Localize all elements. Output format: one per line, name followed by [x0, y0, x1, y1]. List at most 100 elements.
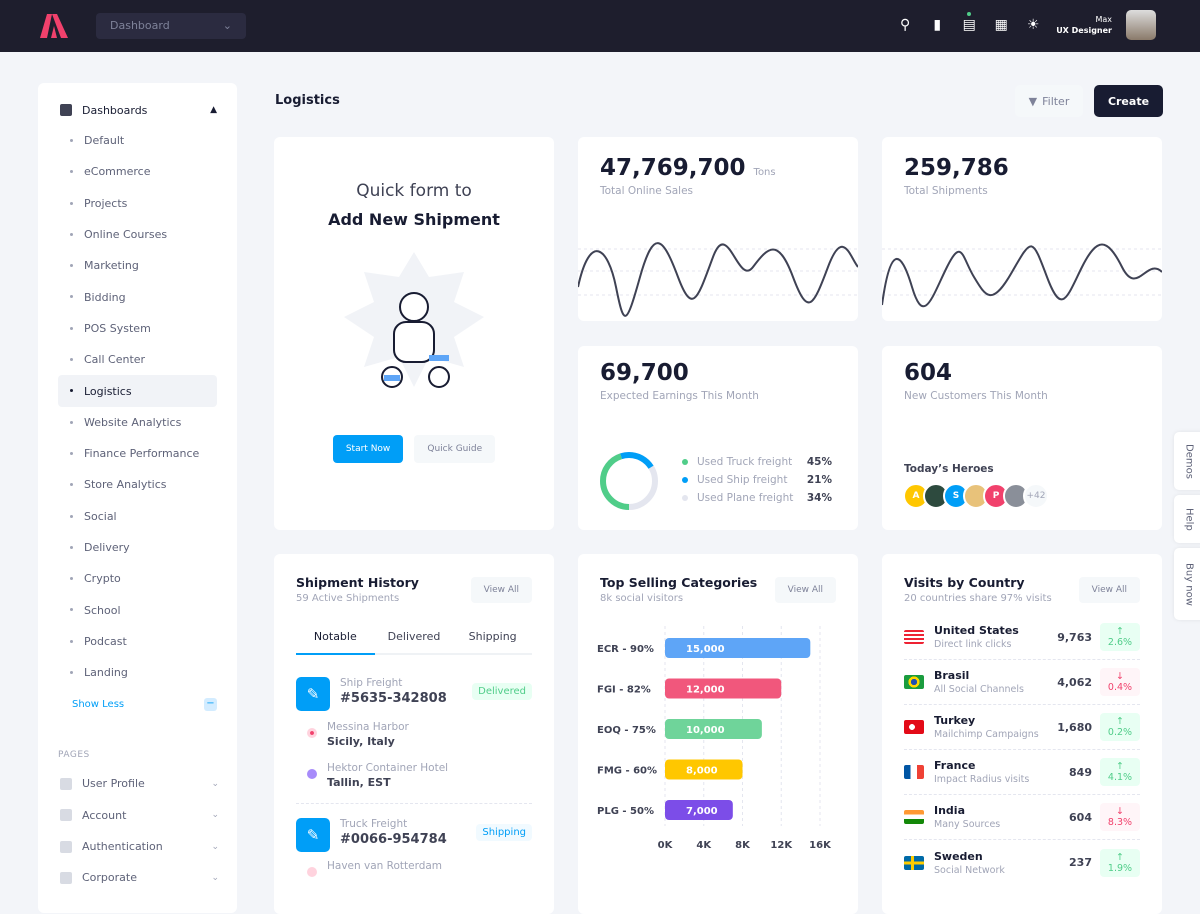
page-icon	[60, 777, 72, 790]
flag-icon	[904, 720, 924, 734]
sidebar-item-finance-performance[interactable]: Finance Performance	[58, 438, 217, 469]
sidebar-item-online-courses[interactable]: Online Courses	[58, 219, 217, 250]
tab-delivered[interactable]: Delivered	[387, 630, 441, 643]
visits-by-country-card: Visits by Country 20 countries share 97% …	[882, 554, 1162, 914]
quick-guide-button[interactable]: Quick Guide	[414, 435, 496, 463]
chevron-down-icon: ⌄	[222, 19, 232, 32]
sidebar-item-logistics[interactable]: Logistics	[58, 375, 217, 407]
country-visits: 4,062	[1057, 675, 1092, 689]
country-row[interactable]: India Many Sources 604 ↓ 8.3%	[904, 795, 1140, 840]
more-heroes[interactable]: +42	[1023, 483, 1049, 509]
legend-label: Used Truck freight	[697, 456, 793, 468]
sidebar-item-website-analytics[interactable]: Website Analytics	[58, 407, 217, 438]
bar[interactable]	[665, 759, 743, 780]
country-name: United States	[934, 624, 1019, 637]
bar-value-label: 10,000	[686, 725, 725, 736]
earnings-card: 69,700 Expected Earnings This Month Used…	[578, 346, 858, 530]
country-visits: 849	[1069, 765, 1092, 779]
tab-notable[interactable]: Notable	[296, 630, 375, 655]
layout-grid-icon[interactable]: ▦	[994, 17, 1008, 33]
demos-tab[interactable]: Demos	[1174, 432, 1200, 490]
visits-title: Visits by Country	[904, 575, 1025, 590]
country-row[interactable]: France Impact Radius visits 849 ↑ 4.1%	[904, 750, 1140, 795]
bar-chart-icon[interactable]: ▮	[933, 17, 942, 33]
shipment-item[interactable]: ✎ Ship Freight #5635-342808 Delivered	[296, 677, 532, 711]
sidebar-item-school[interactable]: School	[58, 594, 217, 625]
country-row[interactable]: United States Direct link clicks 9,763 ↑ 2.…	[904, 615, 1140, 660]
legend-percent: 45%	[806, 456, 832, 468]
x-tick-label: 12K	[770, 840, 793, 851]
donut-truck	[600, 452, 658, 510]
country-name: Brasil	[934, 669, 970, 682]
sidebar-page-corporate[interactable]: Corporate ⌄	[60, 862, 219, 893]
country-source: Impact Radius visits	[934, 774, 1030, 785]
country-row[interactable]: Turkey Mailchimp Campaigns 1,680 ↑ 0.2%	[904, 705, 1140, 750]
visits-view-all-button[interactable]: View All	[1078, 577, 1140, 603]
origin-pin-icon	[307, 728, 317, 738]
shipment-item[interactable]: ✎ Truck Freight #0066-954784 Shipping	[296, 818, 532, 852]
help-tab[interactable]: Help	[1174, 495, 1200, 543]
sidebar-page-user-profile[interactable]: User Profile ⌄	[60, 768, 219, 799]
sidebar-item-default[interactable]: Default	[58, 125, 217, 156]
page-icon	[60, 871, 72, 884]
show-less-link[interactable]: Show Less −	[72, 694, 217, 714]
sidebar-item-ecommerce[interactable]: eCommerce	[58, 156, 217, 187]
sidebar-item-landing[interactable]: Landing	[58, 657, 217, 688]
user-info[interactable]: Max UX Designer	[1056, 14, 1112, 36]
legend-dot	[682, 477, 688, 483]
shipment-history-subtitle: 59 Active Shipments	[296, 593, 400, 604]
sidebar-item-pos-system[interactable]: POS System	[58, 313, 217, 344]
bar[interactable]	[665, 800, 733, 820]
sidebar-item-delivery[interactable]: Delivery	[58, 532, 217, 563]
category-label: FGI - 82%	[597, 685, 651, 696]
start-now-button[interactable]: Start Now	[332, 435, 404, 463]
sidebar-item-crypto[interactable]: Crypto	[58, 563, 217, 594]
country-source: Mailchimp Campaigns	[934, 729, 1039, 740]
tab-shipping[interactable]: Shipping	[468, 630, 517, 643]
bar-value-label: 7,000	[686, 806, 718, 817]
country-source: Many Sources	[934, 819, 1001, 830]
bar[interactable]	[665, 638, 811, 658]
sun-icon[interactable]: ☀	[1026, 17, 1040, 33]
sidebar-item-podcast[interactable]: Podcast	[58, 626, 217, 657]
sidebar-item-store-analytics[interactable]: Store Analytics	[58, 469, 217, 500]
bar[interactable]	[665, 678, 782, 699]
section-label: Dashboards	[82, 103, 148, 117]
change-badge: ↑ 0.2%	[1100, 713, 1140, 741]
chat-icon[interactable]: ▤	[960, 12, 978, 34]
shipment-view-all-button[interactable]: View All	[470, 577, 532, 603]
page-title: Logistics	[275, 93, 340, 108]
pages-heading: PAGES	[58, 750, 90, 761]
bar-value-label: 15,000	[686, 644, 725, 655]
sidebar-item-social[interactable]: Social	[58, 501, 217, 532]
sidebar-item-bidding[interactable]: Bidding	[58, 281, 217, 312]
create-button[interactable]: Create	[1094, 85, 1163, 117]
filter-button[interactable]: ▼ Filter	[1015, 85, 1083, 117]
dashboard-dropdown[interactable]: Dashboard ⌄	[96, 13, 246, 39]
flag-icon	[904, 765, 924, 779]
sidebar-page-authentication[interactable]: Authentication ⌄	[60, 831, 219, 862]
categories-view-all-button[interactable]: View All	[774, 577, 836, 603]
country-row[interactable]: Sweden Social Network 237 ↑ 1.9%	[904, 840, 1140, 885]
sidebar-item-call-center[interactable]: Call Center	[58, 344, 217, 375]
pencil-icon: ✎	[296, 677, 330, 711]
origin-name: Messina Harbor	[327, 721, 409, 733]
logo[interactable]	[38, 14, 70, 38]
search-icon[interactable]: ⚲	[900, 17, 911, 33]
avatar[interactable]	[1126, 10, 1156, 40]
sidebar-section-dashboards[interactable]: Dashboards ▲	[60, 99, 217, 121]
shipment-origin: Haven van Rotterdam	[307, 860, 554, 877]
bar[interactable]	[665, 719, 762, 739]
sidebar-item-marketing[interactable]: Marketing	[58, 250, 217, 281]
change-value: 0.2%	[1107, 727, 1133, 738]
sidebar-page-account[interactable]: Account ⌄	[60, 800, 219, 831]
country-row[interactable]: Brasil All Social Channels 4,062 ↓ 0.4%	[904, 660, 1140, 705]
buy-now-tab[interactable]: Buy now	[1174, 548, 1200, 620]
customers-card: 604 New Customers This Month Today’s Her…	[882, 346, 1162, 530]
country-source: All Social Channels	[934, 684, 1024, 695]
customers-label: New Customers This Month	[904, 390, 1048, 402]
change-badge: ↑ 1.9%	[1100, 848, 1140, 877]
legend-percent: 34%	[806, 492, 832, 504]
total-sales-card: 47,769,700 Tons Total Online Sales	[578, 137, 858, 321]
sidebar-item-projects[interactable]: Projects	[58, 188, 217, 219]
